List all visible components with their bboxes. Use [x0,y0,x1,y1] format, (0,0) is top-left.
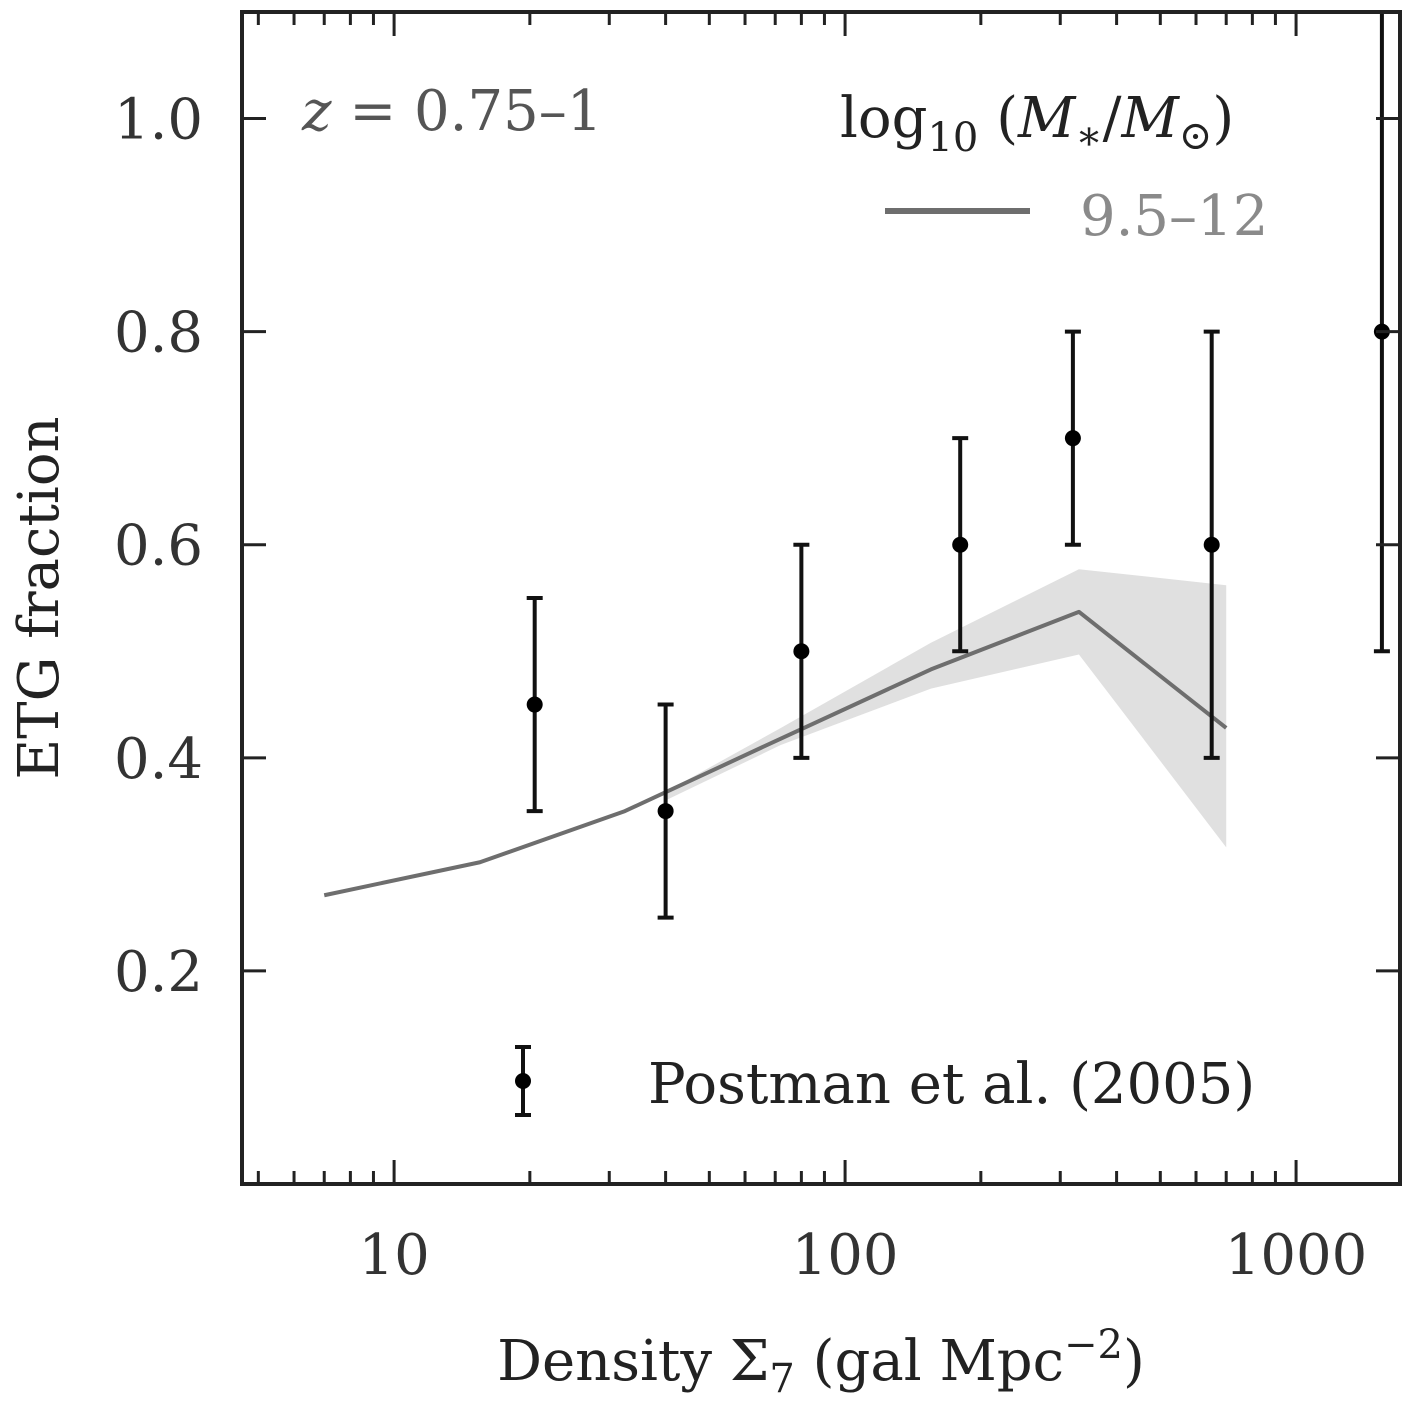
legend-errorbar-label: Postman et al. (2005) [648,1052,1255,1117]
model-band-layer [665,569,1227,848]
model-uncertainty-band [665,569,1227,848]
errorbar-point-5 [1203,329,1220,760]
y-tick-label-0.8: 0.8 [114,301,203,366]
legend-title-sun: ⊙ [1179,113,1213,159]
legend-title-log: log [840,86,927,151]
legend-title-slash: / [1103,86,1122,151]
errorbar-point-4 [1064,329,1081,547]
legend-title-star: ∗ [1075,113,1102,159]
errorbar-point-1 [657,702,674,920]
redshift-annotation: z = 0.75–1 [301,79,602,144]
errorbar-marker-1 [657,803,674,820]
errorbar-marker-4 [1064,430,1081,447]
x-axis-label-prefix: Density [497,1329,730,1394]
plot-frame [240,10,1402,1186]
redshift-variable: z [301,79,332,144]
legend-title-log-sub: 10 [927,115,978,161]
model-line-layer [323,609,1228,898]
y-tick-label-0.6: 0.6 [114,514,203,579]
legend-title-open: ( [978,86,1018,151]
x-axis-label-subscript: 7 [769,1356,794,1402]
x-axis-label-unit-open: (gal Mpc [795,1329,1064,1394]
errorbar-marker-5 [1203,536,1220,553]
errorbar-marker-3 [952,536,969,553]
errorbar-marker-2 [793,643,810,660]
legend-errorbar-marker [515,1073,531,1089]
legend-title-close: ) [1212,86,1234,151]
x-tick-label-10: 10 [358,1223,429,1288]
legend-title: log10 (M∗/M⊙) [840,86,1234,161]
y-axis-label: ETG fraction [7,416,72,779]
y-tick-label-0.2: 0.2 [114,940,203,1005]
y-tick-label-0.4: 0.4 [114,727,203,792]
model-line [323,609,1228,898]
axis-ticks [242,12,1400,1184]
y-tick-label-1.0: 1.0 [114,88,203,153]
legend-line-label: 9.5–12 [1080,184,1268,249]
errorbar-point-3 [952,436,969,654]
x-axis-label: Density Σ7 (gal Mpc−2) [497,1322,1145,1402]
x-tick-label-100: 100 [792,1223,899,1288]
errorbar-marker-0 [526,696,543,713]
errorbar-point-2 [793,542,810,760]
legend-title-mass-sun: M [1120,86,1180,151]
legend-errorbar-swatch [515,1045,531,1117]
x-tick-labels: 10 100 1000 [358,1223,1367,1288]
errorbar-point-0 [526,596,543,814]
legend-title-mass: M [1017,86,1077,151]
y-tick-labels: 0.2 0.4 0.6 0.8 1.0 [114,88,203,1005]
x-axis-label-unit-close: ) [1123,1329,1145,1394]
x-axis-label-symbol: Σ [730,1329,770,1394]
redshift-range: = 0.75–1 [332,79,603,144]
x-axis-label-unit-exp: −2 [1064,1322,1123,1368]
x-tick-label-1000: 1000 [1225,1223,1368,1288]
